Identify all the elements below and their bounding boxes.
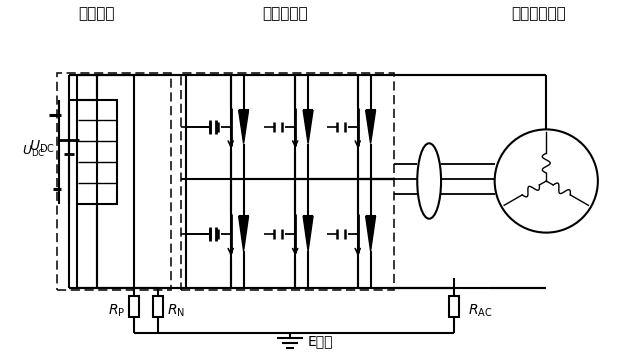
Polygon shape: [303, 110, 313, 143]
Bar: [154, 296, 163, 317]
Text: $R_{\rm P}$: $R_{\rm P}$: [108, 302, 125, 319]
Bar: [57, 73, 171, 290]
Bar: [129, 296, 140, 317]
Text: $R_{\rm N}$: $R_{\rm N}$: [167, 302, 185, 319]
Text: 动力电池: 动力电池: [79, 6, 115, 21]
Polygon shape: [239, 216, 248, 251]
Ellipse shape: [417, 143, 441, 219]
Text: $U_{\rm DC}$: $U_{\rm DC}$: [22, 144, 46, 159]
Bar: [77, 100, 116, 204]
Polygon shape: [365, 216, 376, 251]
Polygon shape: [239, 110, 248, 143]
Text: $U_{\rm DC}$: $U_{\rm DC}$: [29, 139, 55, 155]
Bar: [181, 73, 394, 290]
Text: $R_{\rm AC}$: $R_{\rm AC}$: [468, 302, 492, 319]
Text: 电机控制器: 电机控制器: [262, 6, 308, 21]
Bar: [449, 296, 459, 317]
Circle shape: [495, 130, 598, 233]
Polygon shape: [365, 110, 376, 143]
Text: E车体: E车体: [308, 334, 333, 348]
Text: 永磁同步电机: 永磁同步电机: [511, 6, 566, 21]
Polygon shape: [303, 216, 313, 251]
